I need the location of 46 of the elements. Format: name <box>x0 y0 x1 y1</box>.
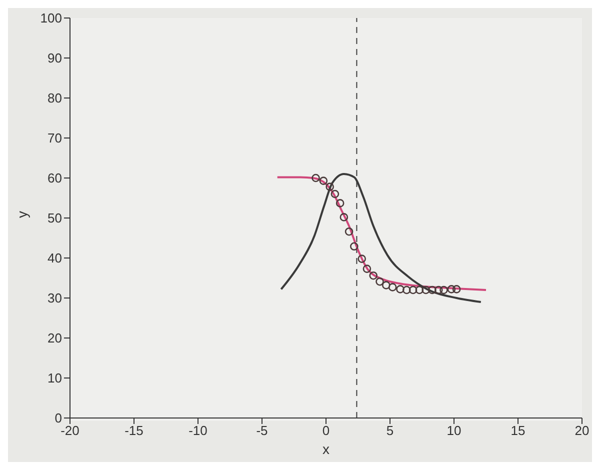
point <box>452 285 461 294</box>
x-tick-label: 20 <box>574 423 590 438</box>
point <box>312 174 320 182</box>
y-tick-label: 40 <box>48 250 62 266</box>
point <box>415 286 424 294</box>
point <box>408 286 418 294</box>
x-axis-title: x <box>322 441 330 457</box>
point <box>330 190 340 198</box>
y-tick-label: 80 <box>48 90 62 106</box>
x-tick-label: -10 <box>188 423 208 438</box>
x-tick-label: 5 <box>386 423 394 438</box>
point <box>350 242 358 251</box>
point <box>396 285 404 294</box>
y-tick-label: 70 <box>48 130 62 146</box>
x-tick-label: 10 <box>446 423 462 438</box>
x-tick-label: 15 <box>510 423 526 438</box>
y-tick-label: 20 <box>48 330 62 346</box>
x-tick-label: -20 <box>60 423 80 438</box>
point <box>428 286 436 294</box>
point <box>447 285 456 294</box>
y-tick-label: 100 <box>40 10 62 26</box>
point <box>362 264 372 273</box>
point <box>319 176 328 185</box>
y-tick-label: 60 <box>48 170 62 186</box>
y-tick-label: 90 <box>48 50 62 66</box>
y-tick-label: 30 <box>48 290 62 306</box>
point <box>340 213 348 222</box>
x-tick-label: -5 <box>256 423 268 438</box>
point <box>369 271 378 280</box>
point <box>434 286 443 294</box>
x-tick-label: -15 <box>124 423 144 438</box>
point <box>440 286 448 294</box>
point <box>326 182 334 191</box>
y-tick-label: 0 <box>54 410 62 426</box>
y-tick-label: 10 <box>48 370 62 386</box>
point <box>336 199 344 208</box>
point <box>422 286 430 294</box>
point <box>344 227 354 236</box>
y-axis-title: y <box>14 211 30 218</box>
point <box>376 277 384 286</box>
x-tick-label: 0 <box>322 423 330 438</box>
point <box>358 254 366 263</box>
point <box>382 281 390 290</box>
point <box>402 286 411 294</box>
point <box>388 283 397 292</box>
y-tick-label: 50 <box>48 210 62 226</box>
